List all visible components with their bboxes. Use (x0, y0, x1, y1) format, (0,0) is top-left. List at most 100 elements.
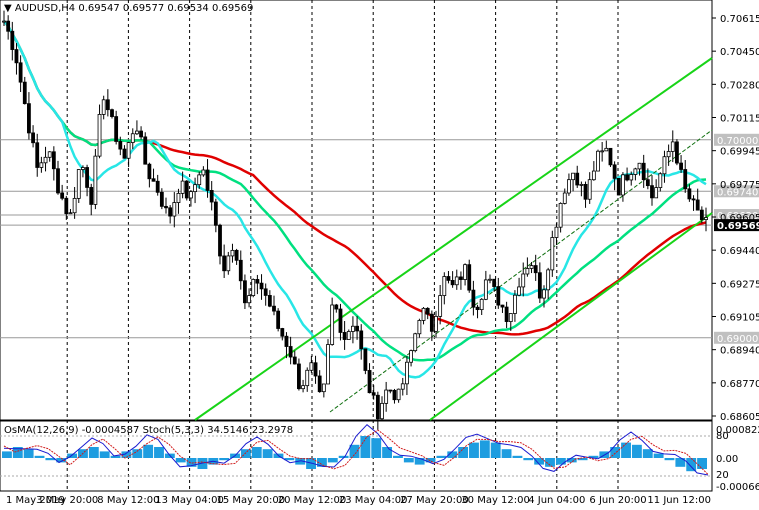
candle-body (346, 331, 351, 340)
osma-bar (240, 449, 251, 458)
candle-body (251, 279, 256, 296)
osma-axis-label: -0.000667 (716, 482, 759, 493)
price-tick-label: 0.69105 (720, 313, 759, 324)
level-label-box (714, 185, 759, 198)
osma-bar (154, 447, 164, 458)
osma-bar (2, 451, 12, 458)
osma-bar (469, 442, 479, 458)
candle-body (384, 389, 389, 404)
candle-body (583, 183, 588, 200)
osma-bar (621, 442, 631, 458)
candle-body (699, 209, 704, 220)
osma-bar (67, 453, 78, 458)
price-tick-label: 0.68940 (720, 346, 759, 357)
time-label: 27 May 20:00 (400, 495, 469, 506)
osma-bar (143, 444, 154, 458)
time-label: 11 Jun 12:00 (647, 495, 711, 506)
price-tick-label: 0.70115 (720, 114, 759, 125)
osma-bar (534, 458, 545, 465)
candle-body (575, 172, 580, 186)
price-tick-label: 0.70615 (720, 14, 759, 25)
osma-bar (512, 455, 523, 458)
candle-body (85, 167, 89, 188)
candle-body (562, 192, 567, 204)
candle-body (326, 344, 330, 385)
time-label: 23 May 04:00 (339, 495, 408, 506)
candle-body (637, 162, 642, 170)
osma-bar (642, 449, 653, 458)
candle-body (255, 279, 260, 284)
candle-body (612, 164, 617, 179)
level-label-box (714, 219, 759, 232)
candle-body (151, 178, 156, 182)
candle-body (704, 217, 708, 220)
candle-body (101, 99, 106, 115)
osma-bar (425, 458, 436, 463)
candle-body (155, 180, 160, 193)
candle-body (338, 308, 343, 333)
candle-body (218, 224, 222, 257)
time-label: 15 May 20:00 (217, 495, 286, 506)
level-label: 0.69569 (717, 221, 759, 232)
osma-bar (686, 458, 697, 472)
candle-body (579, 183, 584, 186)
level-label-box (714, 331, 759, 344)
stoch-main-line (3, 424, 709, 476)
candle-body (334, 304, 339, 310)
candle-body (654, 187, 659, 199)
candle-body (6, 20, 11, 32)
candle-body (81, 167, 85, 170)
candle-body (675, 141, 679, 164)
candle-body (68, 212, 73, 215)
osma-bar (545, 458, 555, 467)
candle-body (272, 305, 276, 312)
osma-bar (99, 451, 110, 458)
osma-bar (393, 455, 403, 458)
candle-body (267, 295, 272, 307)
candle-body (93, 155, 98, 205)
osma-bar (588, 455, 599, 458)
osma-bar (664, 458, 675, 461)
price-tick-label: 0.69275 (720, 279, 759, 290)
candle-body (351, 325, 355, 332)
candle-body (168, 207, 173, 217)
main-chart-frame (0, 0, 713, 421)
osma-bar (403, 458, 414, 463)
candle-body (297, 363, 301, 390)
price-tick-label: 0.69605 (720, 213, 759, 224)
candle-body (479, 298, 484, 311)
candle-body (164, 205, 168, 209)
candle-body (645, 179, 650, 187)
candle-body (621, 174, 625, 196)
candle-body (405, 361, 409, 385)
candle-body (571, 172, 575, 181)
osma-axis-label: 0.0008223 (716, 425, 759, 436)
candle-body (159, 191, 164, 207)
candle-body (130, 133, 135, 143)
osma-bar (349, 444, 360, 458)
candle-body (189, 191, 193, 199)
time-label: 4 Jun 04:00 (528, 495, 585, 506)
candle-body (213, 201, 218, 226)
level-label: 0.69740 (717, 187, 758, 198)
candle-body (616, 177, 621, 196)
osma-bar (12, 447, 23, 458)
channel-lower-line (429, 212, 713, 421)
candle-body (417, 320, 422, 335)
candle-body (359, 330, 364, 350)
candle-body (691, 198, 696, 201)
candle-body (367, 370, 372, 394)
candle-body (388, 389, 393, 392)
osma-histogram (2, 436, 707, 472)
candle-body (513, 294, 517, 314)
osma-bar (414, 458, 425, 465)
candle-body (666, 151, 671, 158)
osma-bar (501, 449, 512, 458)
candle-body (193, 184, 197, 193)
candle-body (176, 192, 181, 203)
candle-body (259, 282, 264, 290)
osma-bar (186, 458, 197, 467)
osma-bar (306, 458, 316, 469)
osma-bar (175, 458, 186, 463)
